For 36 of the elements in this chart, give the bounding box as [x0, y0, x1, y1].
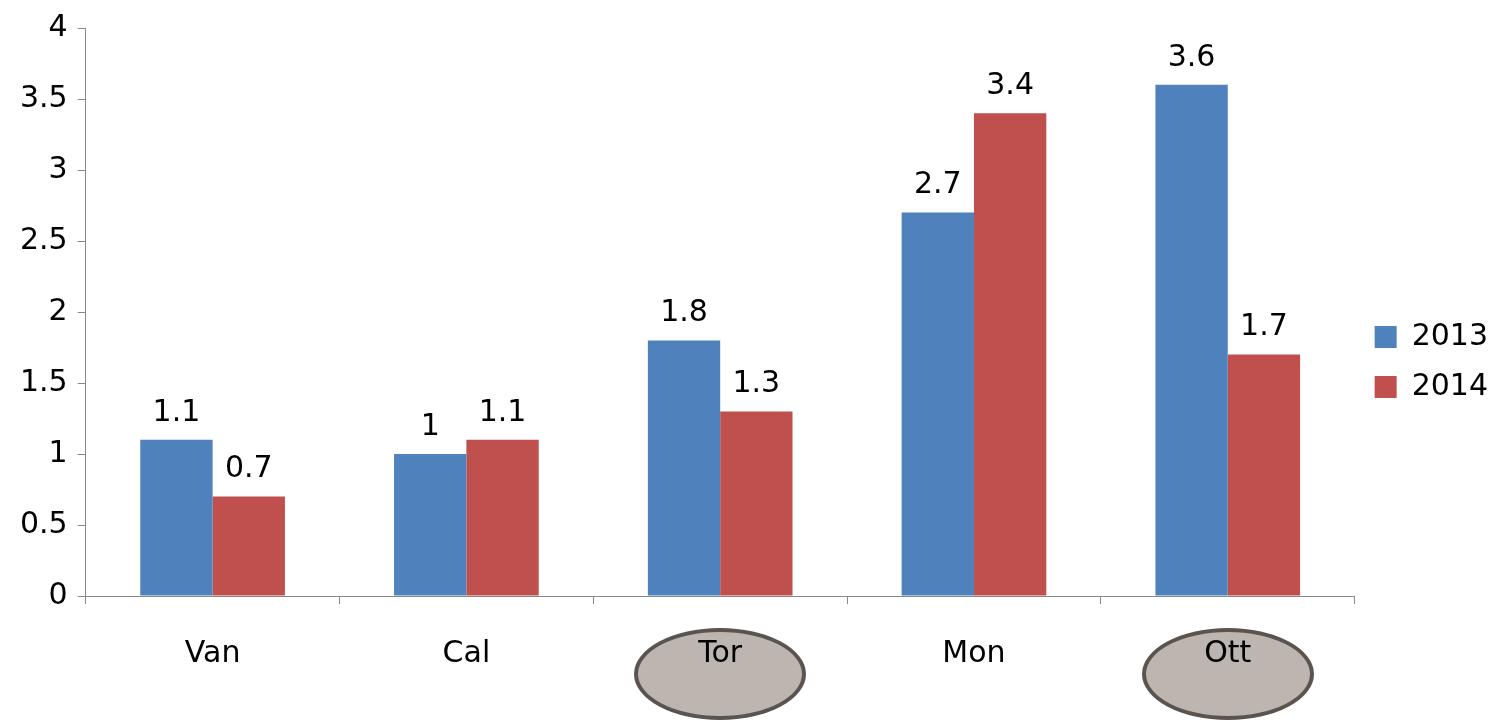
data-label: 2.7 [913, 165, 962, 201]
y-tick-label: 1 [48, 433, 68, 469]
y-tick-label: 0.5 [19, 504, 68, 540]
y-tick-label: 3 [48, 149, 68, 185]
bar [1227, 354, 1301, 596]
data-label: 1.1 [478, 392, 527, 428]
y-tick-label: 2 [48, 291, 68, 327]
bar [212, 496, 285, 596]
y-tick-label: 0 [48, 575, 68, 611]
data-label: 1.7 [1240, 307, 1288, 343]
data-label: 1.1 [152, 392, 201, 428]
bar [647, 340, 721, 596]
x-tick-label: Tor [697, 633, 743, 669]
bar [720, 411, 793, 596]
x-tick-label: Van [184, 633, 241, 669]
data-label: 3.4 [986, 66, 1034, 101]
bar [394, 454, 467, 596]
data-label: 0.7 [224, 449, 273, 485]
bar [973, 113, 1047, 596]
y-tick-label: 2.5 [19, 220, 68, 256]
data-label: 1.3 [732, 364, 781, 400]
legend-label: 2014 [1411, 366, 1489, 402]
data-label: 3.6 [1167, 37, 1216, 73]
y-tick-label: 4 [48, 7, 68, 43]
bar [466, 439, 539, 596]
y-tick-label: 3.5 [19, 78, 68, 114]
legend-label: 2013 [1411, 316, 1489, 352]
data-label: 1 [420, 406, 440, 442]
data-label: 1.8 [660, 293, 708, 329]
x-tick-label: Mon [942, 633, 1006, 669]
bar [901, 212, 974, 596]
x-tick-label: Ott [1204, 633, 1252, 669]
x-tick-label: Cal [442, 633, 491, 669]
y-tick-label: 1.5 [19, 362, 68, 398]
bar [1155, 84, 1228, 596]
bar [140, 439, 213, 596]
